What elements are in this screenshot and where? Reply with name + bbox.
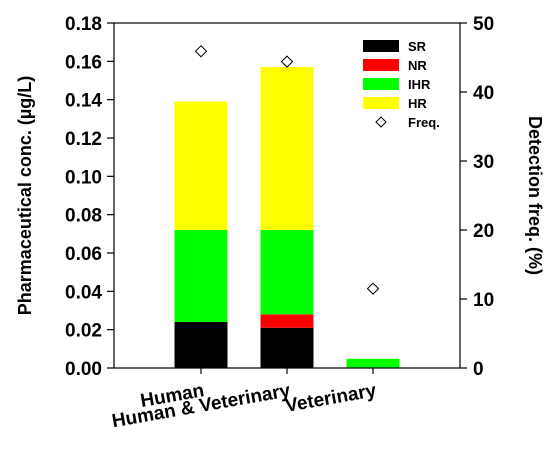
y-tick-label: 0.18 xyxy=(65,14,102,35)
legend-label-hr: HR xyxy=(408,96,427,111)
legend-swatch-hr xyxy=(363,97,399,109)
bar-ihr-1 xyxy=(260,230,314,315)
y-tick-label: 0.14 xyxy=(65,91,102,112)
y2-axis-title: Detection freq. (%) xyxy=(525,116,545,275)
x-category-label: Veterinary xyxy=(284,380,379,417)
legend-label-ihr: IHR xyxy=(408,77,431,92)
legend-label-freq: Freq. xyxy=(408,115,440,130)
y-tick-label: 0.04 xyxy=(65,282,102,303)
freq-marker-0 xyxy=(194,45,208,58)
y2-tick-label: 0 xyxy=(473,359,484,380)
legend-swatch-nr xyxy=(363,59,399,71)
y2-tick-label: 20 xyxy=(473,221,494,242)
y2-tick-label: 10 xyxy=(473,290,494,311)
bar-ihr-2 xyxy=(346,358,400,368)
y-tick-label: 0.16 xyxy=(65,52,102,73)
legend-swatch-sr xyxy=(363,40,399,52)
bar-hr-0 xyxy=(174,101,228,230)
legend-marker-freq xyxy=(375,116,387,128)
freq-marker-2 xyxy=(366,282,380,295)
y2-tick-label: 40 xyxy=(473,83,494,104)
bar-hr-1 xyxy=(260,67,314,230)
bar-ihr-0 xyxy=(174,230,228,322)
y-tick-label: 0.12 xyxy=(65,129,102,150)
y2-tick-label: 50 xyxy=(473,14,494,35)
y-axis-title: Pharmaceutical conc. (µg/L) xyxy=(15,76,35,315)
bar-nr-1 xyxy=(260,314,314,328)
legend-label-sr: SR xyxy=(408,39,427,54)
y-tick-label: 0.02 xyxy=(65,321,102,342)
y-tick-label: 0.00 xyxy=(65,359,102,380)
legend-swatch-ihr xyxy=(363,78,399,90)
y-tick-label: 0.10 xyxy=(65,167,102,188)
y-tick-label: 0.06 xyxy=(65,244,102,265)
freq-marker-1 xyxy=(280,55,294,68)
y2-tick-label: 30 xyxy=(473,152,494,173)
bar-sr-0 xyxy=(174,322,228,368)
legend-label-nr: NR xyxy=(408,58,427,73)
y-tick-label: 0.08 xyxy=(65,206,102,227)
bar-sr-1 xyxy=(260,327,314,368)
